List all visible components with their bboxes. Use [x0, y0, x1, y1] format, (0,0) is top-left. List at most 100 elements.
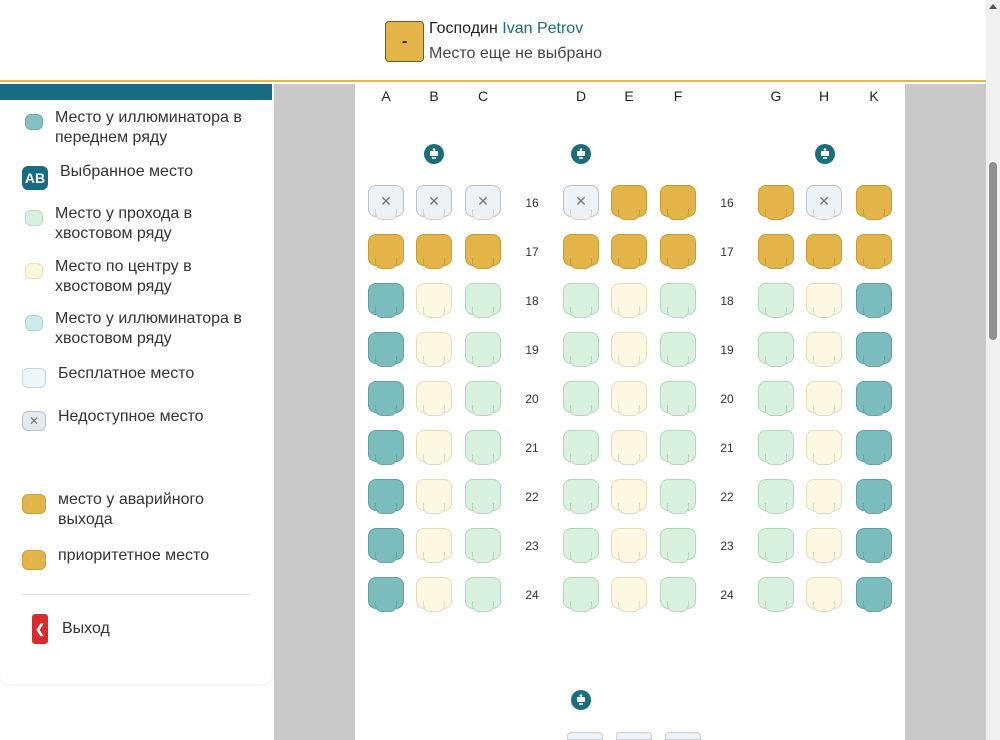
seat-22A[interactable] — [368, 479, 404, 514]
seat-22D[interactable] — [563, 479, 599, 514]
seat-23D[interactable] — [563, 528, 599, 563]
logout-button[interactable]: ❮ Выход — [32, 614, 110, 644]
legend-item-priority: приоритетное место — [22, 546, 209, 570]
seat-21C[interactable] — [465, 430, 501, 465]
seat-18D[interactable] — [563, 283, 599, 318]
seat-20H[interactable] — [806, 381, 842, 416]
seat-19K[interactable] — [856, 332, 892, 367]
sidebar-divider — [22, 594, 250, 595]
seat-23C[interactable] — [465, 528, 501, 563]
seat-23F[interactable] — [660, 528, 696, 563]
seat-19G[interactable] — [758, 332, 794, 367]
seat-20D[interactable] — [563, 381, 599, 416]
seat-22H[interactable] — [806, 479, 842, 514]
passenger-prefix: Господин — [429, 20, 498, 37]
column-letter-F: F — [673, 88, 683, 104]
legend-label: место у аварийного выхода — [58, 491, 204, 528]
seat-23H[interactable] — [806, 528, 842, 563]
seat-22B[interactable] — [416, 479, 452, 514]
seat-17D[interactable] — [563, 234, 599, 269]
seat-18B[interactable] — [416, 283, 452, 318]
column-letter-D: D — [575, 88, 587, 104]
seat-22F[interactable] — [660, 479, 696, 514]
scroll-thumb[interactable] — [989, 162, 997, 340]
seat-24F[interactable] — [660, 577, 696, 612]
seat-22E[interactable] — [611, 479, 647, 514]
seat-23K[interactable] — [856, 528, 892, 563]
row-number-24: 24 — [525, 588, 539, 602]
seat-18G[interactable] — [758, 283, 794, 318]
column-letter-H: H — [818, 88, 830, 104]
legend-item-aisle-tail: Место у прохода в хвостовом ряду — [22, 204, 225, 244]
row-number-18: 18 — [720, 294, 734, 308]
scroll-up-arrow-icon[interactable] — [989, 4, 997, 9]
seat-21D[interactable] — [563, 430, 599, 465]
seat-16H: ✕ — [806, 185, 842, 220]
scrollbar[interactable] — [986, 0, 1000, 740]
seat-21G[interactable] — [758, 430, 794, 465]
seat-23B[interactable] — [416, 528, 452, 563]
seat-partial[interactable] — [665, 732, 701, 740]
seat-24H[interactable] — [806, 577, 842, 612]
seat-20G[interactable] — [758, 381, 794, 416]
seat-22C[interactable] — [465, 479, 501, 514]
seat-16E[interactable] — [611, 185, 647, 220]
seat-21A[interactable] — [368, 430, 404, 465]
seat-24E[interactable] — [611, 577, 647, 612]
seat-21E[interactable] — [611, 430, 647, 465]
seat-19E[interactable] — [611, 332, 647, 367]
seat-24K[interactable] — [856, 577, 892, 612]
passenger-name: Господин Ivan Petrov — [429, 20, 583, 38]
seat-22G[interactable] — [758, 479, 794, 514]
seat-24A[interactable] — [368, 577, 404, 612]
seat-21H[interactable] — [806, 430, 842, 465]
seat-18H[interactable] — [806, 283, 842, 318]
seat-18K[interactable] — [856, 283, 892, 318]
seat-21K[interactable] — [856, 430, 892, 465]
seat-20A[interactable] — [368, 381, 404, 416]
seat-20K[interactable] — [856, 381, 892, 416]
seat-partial[interactable] — [567, 732, 603, 740]
seat-21B[interactable] — [416, 430, 452, 465]
header: - Господин Ivan Petrov Место еще не выбр… — [0, 0, 986, 82]
seat-24D[interactable] — [563, 577, 599, 612]
seat-19H[interactable] — [806, 332, 842, 367]
selected-seat-chip[interactable]: - — [385, 21, 424, 62]
seat-20E[interactable] — [611, 381, 647, 416]
seat-18A[interactable] — [368, 283, 404, 318]
seat-16K[interactable] — [856, 185, 892, 220]
seat-17E[interactable] — [611, 234, 647, 269]
seat-17K[interactable] — [856, 234, 892, 269]
seat-18E[interactable] — [611, 283, 647, 318]
seat-16F[interactable] — [660, 185, 696, 220]
seat-23E[interactable] — [611, 528, 647, 563]
legend-item-window-tail: Место у иллюминатора в хвостовом ряду — [22, 309, 255, 349]
seat-17B[interactable] — [416, 234, 452, 269]
seat-24C[interactable] — [465, 577, 501, 612]
seat-23G[interactable] — [758, 528, 794, 563]
seat-21F[interactable] — [660, 430, 696, 465]
seat-19A[interactable] — [368, 332, 404, 367]
seat-20C[interactable] — [465, 381, 501, 416]
seat-17F[interactable] — [660, 234, 696, 269]
seat-18C[interactable] — [465, 283, 501, 318]
seat-19C[interactable] — [465, 332, 501, 367]
seat-19F[interactable] — [660, 332, 696, 367]
seat-23A[interactable] — [368, 528, 404, 563]
logout-arrow-icon: ❮ — [32, 614, 48, 644]
seat-16G[interactable] — [758, 185, 794, 220]
legend-label: Недоступное место — [58, 408, 204, 425]
seat-19B[interactable] — [416, 332, 452, 367]
seat-24G[interactable] — [758, 577, 794, 612]
seat-17C[interactable] — [465, 234, 501, 269]
seat-24B[interactable] — [416, 577, 452, 612]
seat-17A[interactable] — [368, 234, 404, 269]
seat-22K[interactable] — [856, 479, 892, 514]
seat-17H[interactable] — [806, 234, 842, 269]
seat-17G[interactable] — [758, 234, 794, 269]
seat-partial[interactable] — [616, 732, 652, 740]
seat-18F[interactable] — [660, 283, 696, 318]
seat-20F[interactable] — [660, 381, 696, 416]
seat-19D[interactable] — [563, 332, 599, 367]
seat-20B[interactable] — [416, 381, 452, 416]
